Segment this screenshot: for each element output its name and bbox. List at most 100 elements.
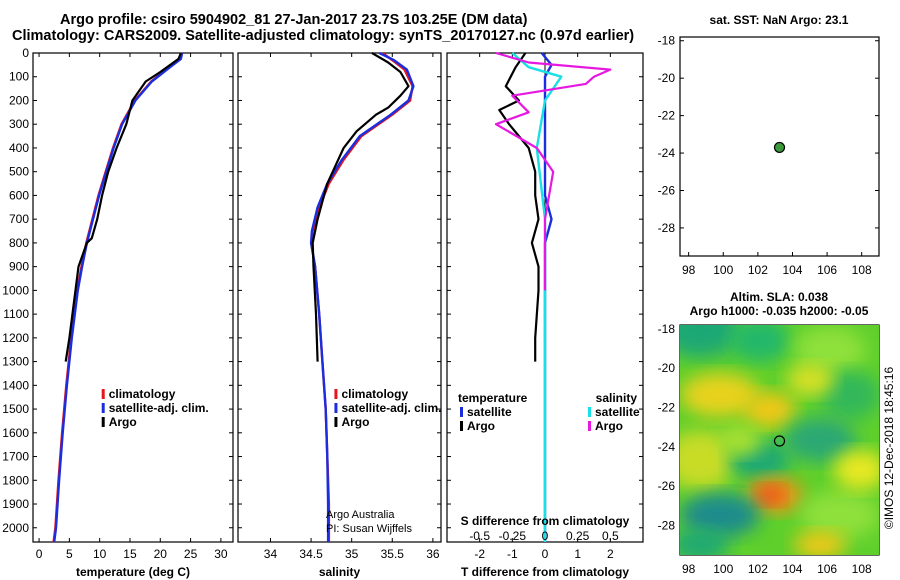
- series-line-temperature-satellite-adj-clim-: [53, 52, 184, 543]
- sla-map-ytick: -26: [658, 479, 676, 493]
- depth-tick-label: 200: [9, 93, 29, 107]
- series-line-difference-s-argo: [494, 51, 612, 291]
- sla-map-xtick: 100: [713, 562, 733, 576]
- float-marker-sla: [773, 435, 786, 447]
- depth-tick-label: 600: [9, 188, 29, 202]
- depth-tick-label: 1200: [2, 331, 29, 345]
- sst-map-xtick: 104: [782, 263, 802, 277]
- sst-map-title: sat. SST: NaN Argo: 23.1: [710, 13, 849, 27]
- series-line-difference-s-satellite: [511, 52, 563, 542]
- x-tick-label-difference: 2: [607, 547, 614, 561]
- sla-blob: [834, 450, 879, 490]
- legend-swatch: [334, 417, 338, 427]
- legend-entry-temperature: climatology: [109, 387, 176, 401]
- legend-entry-temperature: Argo: [109, 415, 137, 429]
- legend-entry-difference-t: Argo: [467, 419, 495, 433]
- sla-blob: [680, 493, 760, 537]
- x-tick-label-salinity: 36: [426, 547, 440, 561]
- legend-swatch: [334, 403, 338, 413]
- depth-tick-label: 700: [9, 212, 29, 226]
- sla-blob: [718, 424, 762, 456]
- sst-map-xtick: 102: [748, 263, 768, 277]
- x-tick-label-temperature: 25: [184, 547, 198, 561]
- xlabel-salinity: salinity: [319, 565, 361, 579]
- x-tick-label-difference: 1: [574, 547, 581, 561]
- legend-entry-difference-t: satellite: [467, 405, 512, 419]
- sla-map-title: Altim. SLA: 0.038: [730, 290, 828, 304]
- depth-tick-label: 800: [9, 236, 29, 250]
- x-tick-label-temperature: 10: [93, 547, 107, 561]
- sla-map-xtick: 108: [852, 562, 872, 576]
- sla-map-ytick: -24: [658, 440, 676, 454]
- sla-map-xtick: 106: [817, 562, 837, 576]
- depth-tick-label: 1700: [2, 450, 29, 464]
- legend-swatch: [460, 421, 463, 431]
- sst-map-ytick: -18: [658, 34, 676, 48]
- sst-map-xtick: 100: [713, 263, 733, 277]
- sla-blob: [680, 529, 730, 555]
- credit-line-1: Argo Australia: [326, 509, 395, 521]
- x-tick-label-salinity: 35: [345, 547, 359, 561]
- x-tick-label-salinity: 34: [264, 547, 278, 561]
- depth-tick-label: 0: [22, 46, 29, 60]
- sla-blob: [756, 485, 784, 505]
- depth-tick-label: 1300: [2, 355, 29, 369]
- sla-blob: [800, 491, 879, 539]
- s-tick-label: 0: [542, 529, 549, 543]
- sla-blob: [744, 392, 796, 428]
- sla-blob: [794, 326, 866, 374]
- depth-tick-label: 1400: [2, 378, 29, 392]
- depth-tick-label: 1900: [2, 497, 29, 511]
- sla-blob: [794, 531, 846, 555]
- legend-swatch: [588, 421, 591, 431]
- sst-map-ytick: -26: [658, 183, 676, 197]
- sla-map-xtick: 102: [748, 562, 768, 576]
- xlabel2-difference: S difference from climatology: [461, 514, 630, 528]
- x-tick-label-difference: -1: [507, 547, 518, 561]
- legend-entry-difference-s: satellite: [595, 405, 640, 419]
- x-tick-label-temperature: 15: [123, 547, 137, 561]
- title-line-2: Climatology: CARS2009. Satellite-adjuste…: [12, 28, 635, 44]
- panel-frame-temperature: [32, 52, 234, 543]
- legend-entry-salinity: climatology: [341, 387, 408, 401]
- series-line-difference-t-satellite: [540, 52, 553, 542]
- legend-swatch: [460, 407, 463, 417]
- legend-entry-salinity: Argo: [341, 415, 369, 429]
- sla-blob: [786, 364, 834, 396]
- sla-map-ytick: -18: [658, 322, 676, 336]
- legend-entry-temperature: satellite-adj. clim.: [109, 401, 209, 415]
- x-tick-label-salinity: 34.5: [299, 547, 323, 561]
- sla-blob: [784, 418, 856, 462]
- depth-tick-label: 2000: [2, 521, 29, 535]
- legend-entry-difference-s: Argo: [595, 419, 623, 433]
- x-tick-label-temperature: 5: [66, 547, 73, 561]
- depth-tick-label: 1800: [2, 473, 29, 487]
- sst-map-ytick: -28: [658, 221, 676, 235]
- series-line-temperature-argo: [64, 52, 182, 362]
- s-tick-label: -0.25: [499, 529, 527, 543]
- s-tick-label: 0.5: [602, 529, 619, 543]
- series-line-temperature-climatology: [52, 52, 183, 543]
- sst-map-ytick: -24: [658, 146, 676, 160]
- sst-map-xtick: 108: [852, 263, 872, 277]
- sla-map-subtitle: Argo h1000: -0.035 h2000: -0.05: [690, 304, 869, 318]
- depth-tick-label: 1100: [3, 307, 29, 321]
- title-line-1: Argo profile: csiro 5904902_81 27-Jan-20…: [60, 12, 528, 28]
- sla-map-xtick: 98: [682, 562, 696, 576]
- x-tick-label-temperature: 0: [36, 547, 43, 561]
- depth-tick-label: 300: [9, 117, 29, 131]
- depth-tick-label: 400: [9, 141, 29, 155]
- sla-map-xtick: 104: [782, 562, 802, 576]
- s-tick-label: 0.25: [566, 529, 590, 543]
- series-line-salinity-argo: [311, 52, 410, 362]
- legend-entry-salinity: satellite-adj. clim.: [341, 401, 441, 415]
- sla-blob: [680, 373, 760, 417]
- sla-map-ytick: -20: [658, 361, 676, 375]
- legend-swatch: [101, 403, 105, 413]
- sla-blob: [820, 371, 879, 419]
- series-line-difference-t-argo: [498, 52, 540, 362]
- legend-title-temperature: temperature: [458, 391, 528, 405]
- legend-title-salinity: salinity: [596, 391, 638, 405]
- x-tick-label-salinity: 35.5: [381, 547, 405, 561]
- sla-map-ytick: -28: [658, 519, 676, 533]
